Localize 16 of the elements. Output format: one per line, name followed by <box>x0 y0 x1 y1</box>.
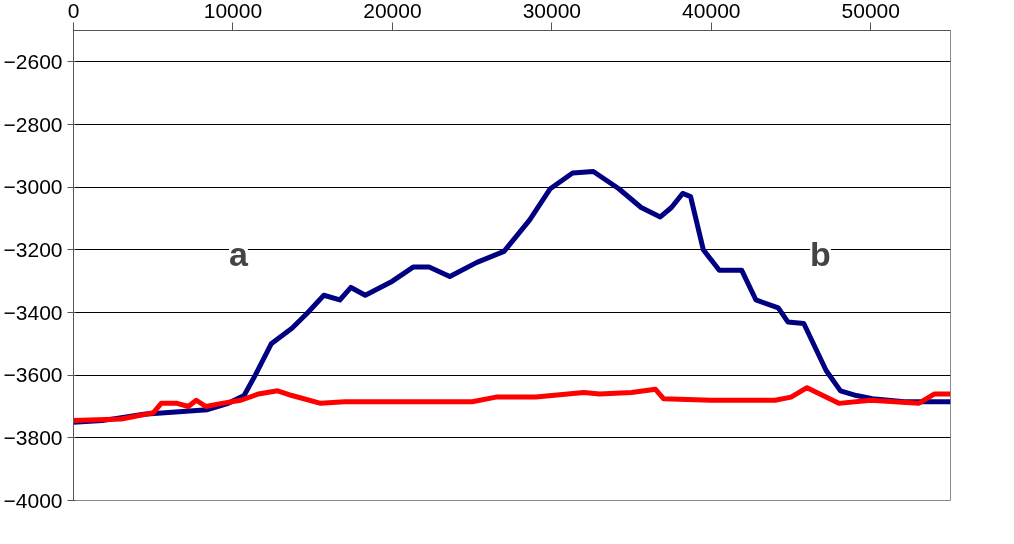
annotation: a <box>229 234 250 273</box>
y-tick-label: −2600 <box>3 49 63 73</box>
x-tick-label: 20000 <box>363 0 422 22</box>
y-tick-label: −3800 <box>3 425 63 449</box>
y-tick-label: −3400 <box>3 300 63 324</box>
x-tick-label: 40000 <box>682 0 741 22</box>
y-tick-label: −3600 <box>3 363 63 387</box>
y-tick-label: −3000 <box>3 175 63 199</box>
y-tick-label: −4000 <box>3 488 63 512</box>
x-tick-label: 10000 <box>203 0 263 22</box>
y-tick-label: −2800 <box>3 112 63 136</box>
y-tick-label: −3200 <box>3 237 63 261</box>
x-tick-label: 30000 <box>522 0 582 22</box>
x-tick-label: 0 <box>67 0 80 22</box>
x-tick-label: 50000 <box>841 0 900 22</box>
annotation: b <box>810 234 831 273</box>
